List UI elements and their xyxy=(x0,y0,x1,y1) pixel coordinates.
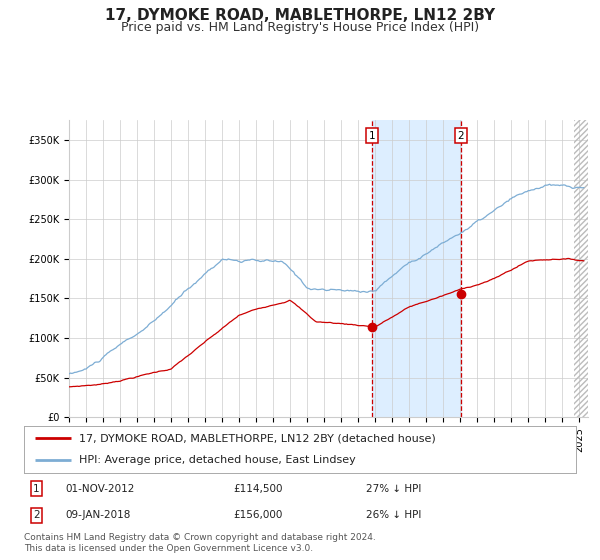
Text: 01-NOV-2012: 01-NOV-2012 xyxy=(65,484,135,494)
Text: 17, DYMOKE ROAD, MABLETHORPE, LN12 2BY (detached house): 17, DYMOKE ROAD, MABLETHORPE, LN12 2BY (… xyxy=(79,433,436,444)
Bar xyxy=(574,120,590,417)
Bar xyxy=(373,120,461,417)
Text: HPI: Average price, detached house, East Lindsey: HPI: Average price, detached house, East… xyxy=(79,455,356,465)
Text: Contains HM Land Registry data © Crown copyright and database right 2024.
This d: Contains HM Land Registry data © Crown c… xyxy=(24,533,376,553)
Text: £156,000: £156,000 xyxy=(234,510,283,520)
Text: 1: 1 xyxy=(33,484,40,494)
Text: Price paid vs. HM Land Registry's House Price Index (HPI): Price paid vs. HM Land Registry's House … xyxy=(121,21,479,34)
Text: 17, DYMOKE ROAD, MABLETHORPE, LN12 2BY: 17, DYMOKE ROAD, MABLETHORPE, LN12 2BY xyxy=(105,8,495,24)
Text: 1: 1 xyxy=(369,131,376,141)
Text: £114,500: £114,500 xyxy=(234,484,283,494)
Text: 2: 2 xyxy=(33,510,40,520)
Text: 26% ↓ HPI: 26% ↓ HPI xyxy=(366,510,422,520)
Text: 27% ↓ HPI: 27% ↓ HPI xyxy=(366,484,422,494)
Text: 2: 2 xyxy=(458,131,464,141)
Text: 09-JAN-2018: 09-JAN-2018 xyxy=(65,510,131,520)
